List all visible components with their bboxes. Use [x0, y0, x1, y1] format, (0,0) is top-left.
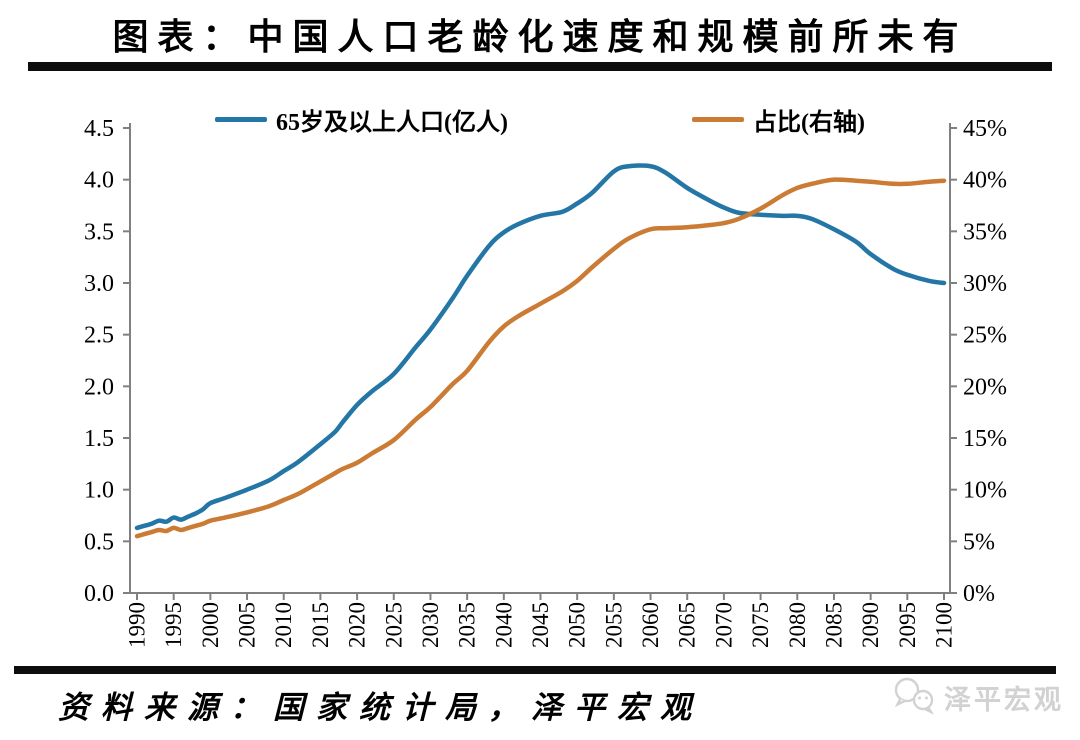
bottom-divider	[14, 666, 1056, 674]
x-tick-label: 2000	[198, 602, 223, 648]
y-left-tick-label: 1.5	[84, 426, 114, 452]
y-left-tick-label: 4.5	[84, 116, 114, 142]
y-right-tick-label: 0%	[963, 581, 995, 607]
x-tick-label: 2090	[858, 602, 883, 648]
y-right-tick-label: 15%	[963, 426, 1007, 452]
x-tick-label: 2045	[528, 602, 553, 648]
x-tick-label: 2015	[308, 602, 333, 648]
y-right-tick-label: 40%	[963, 168, 1007, 194]
y-left-tick-label: 2.0	[84, 374, 114, 400]
x-tick-label: 2005	[235, 602, 260, 648]
x-tick-label: 2095	[895, 602, 920, 648]
x-tick-label: 2070	[711, 602, 736, 648]
x-tick-label: 2010	[271, 602, 296, 648]
source-note: 资料来源：国家统计局，泽平宏观	[58, 690, 703, 725]
chat-bubbles-icon	[894, 677, 935, 715]
y-right-tick-label: 25%	[963, 323, 1007, 349]
legend-line-share-icon	[692, 116, 744, 122]
y-left-tick-label: 1.0	[84, 478, 114, 504]
watermark-text: 泽平宏观	[944, 684, 1064, 715]
legend-item-population: 65岁及以上人口(亿人)	[215, 104, 508, 136]
x-tick-label: 2100	[932, 602, 957, 648]
y-right-tick-label: 45%	[963, 116, 1007, 142]
legend-item-share: 占比(右轴)	[692, 104, 865, 136]
x-tick-label: 2050	[565, 602, 590, 648]
x-tick-label: 2075	[748, 602, 773, 648]
x-tick-label: 2030	[418, 602, 443, 648]
x-tick-label: 2035	[455, 602, 480, 648]
y-right-tick-label: 30%	[963, 271, 1007, 297]
y-left-tick-label: 2.5	[84, 323, 114, 349]
y-right-tick-label: 10%	[963, 478, 1007, 504]
x-tick-label: 2020	[345, 602, 370, 648]
y-right-tick-label: 35%	[963, 219, 1007, 245]
top-divider	[28, 62, 1052, 71]
x-tick-label: 2025	[381, 602, 406, 648]
x-tick-label: 2055	[601, 602, 626, 648]
figure-title: 图表：中国人口老龄化速度和规模前所未有	[112, 17, 968, 57]
x-tick-label: 2040	[491, 602, 516, 648]
x-tick-label: 2060	[638, 602, 663, 648]
legend-label-share: 占比(右轴)	[753, 109, 865, 136]
x-tick-label: 2085	[821, 602, 846, 648]
x-tick-label: 1995	[161, 602, 186, 648]
x-tick-label: 1990	[125, 602, 150, 648]
y-right-tick-label: 5%	[963, 529, 995, 555]
x-tick-label: 2080	[785, 602, 810, 648]
y-left-tick-label: 3.0	[84, 271, 114, 297]
y-left-tick-label: 3.5	[84, 219, 114, 245]
y-left-tick-label: 0.0	[84, 581, 114, 607]
y-left-tick-label: 0.5	[84, 529, 114, 555]
x-tick-label: 2065	[675, 602, 700, 648]
y-right-tick-label: 20%	[963, 374, 1007, 400]
y-left-tick-label: 4.0	[84, 168, 114, 194]
legend-label-population: 65岁及以上人口(亿人)	[276, 109, 508, 136]
watermark: 泽平宏观	[892, 676, 1064, 718]
legend-line-population-icon	[215, 116, 267, 122]
series-line-share	[134, 177, 947, 539]
series-line-population	[134, 163, 947, 531]
